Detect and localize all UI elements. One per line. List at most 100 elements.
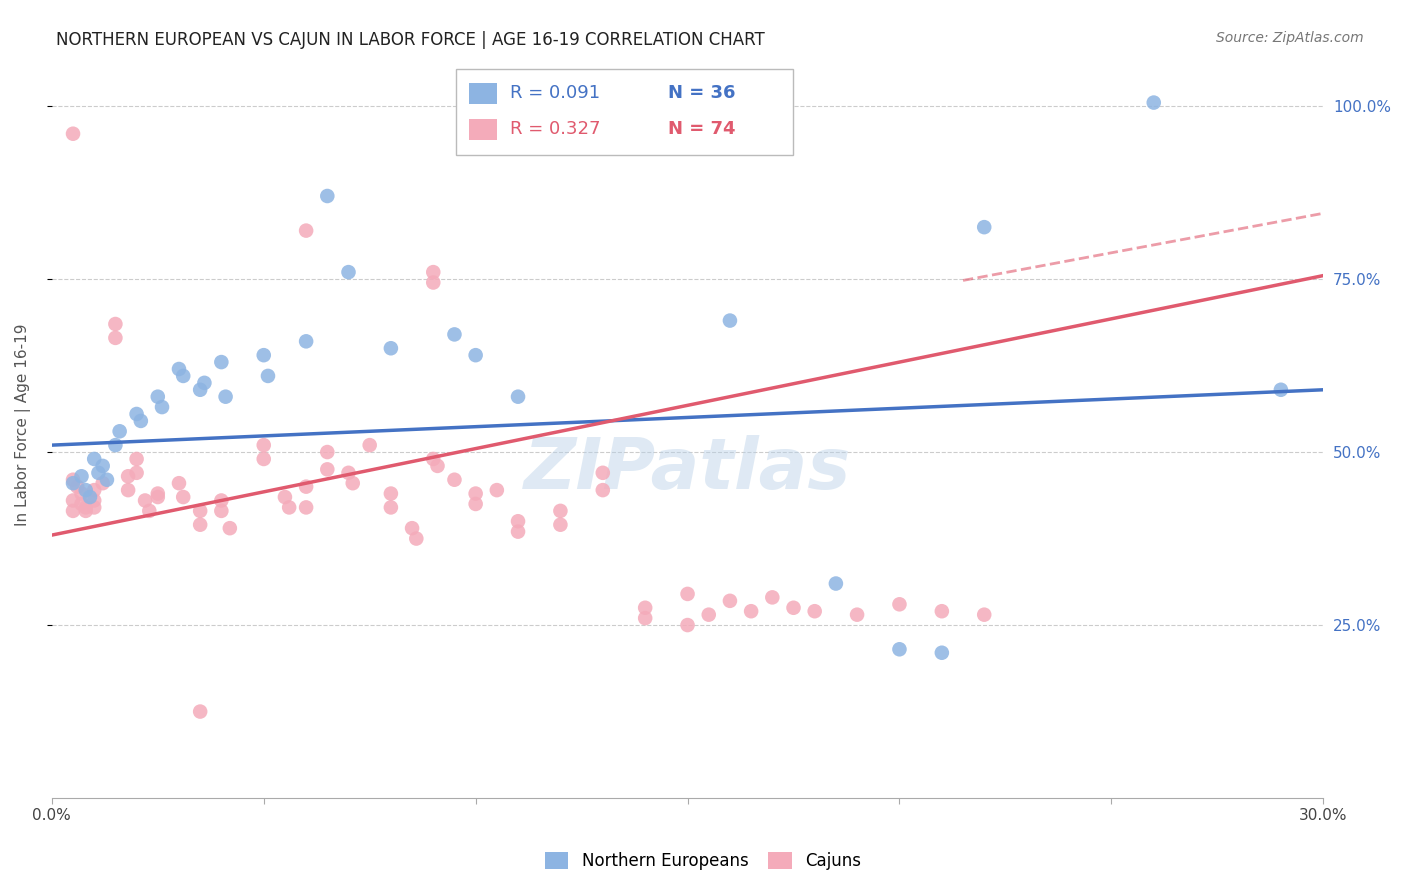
Point [108, 425, 131, 439]
Point [359, 438, 381, 452]
Point [295, 334, 318, 349]
Point [257, 368, 280, 383]
Point [464, 486, 486, 500]
Point [506, 390, 529, 404]
Point [485, 483, 508, 497]
Point [104, 331, 127, 345]
Point [253, 348, 276, 362]
Point [62, 493, 84, 508]
Point [295, 500, 318, 515]
Point [146, 390, 169, 404]
Point [96, 473, 118, 487]
Text: Source: ZipAtlas.com: Source: ZipAtlas.com [1216, 31, 1364, 45]
Point [550, 504, 572, 518]
Point [426, 458, 449, 473]
Point [506, 524, 529, 539]
Point [592, 466, 614, 480]
Point [274, 490, 297, 504]
Point [125, 466, 148, 480]
Text: ZIPatlas: ZIPatlas [524, 434, 851, 504]
Point [167, 476, 190, 491]
Point [209, 493, 232, 508]
Point [443, 327, 465, 342]
Point [697, 607, 720, 622]
Point [134, 493, 156, 508]
Point [75, 500, 97, 515]
Point [889, 597, 911, 611]
Point [146, 486, 169, 500]
FancyBboxPatch shape [468, 83, 496, 103]
Point [75, 483, 97, 497]
Point [70, 497, 93, 511]
Point [380, 341, 402, 355]
Point [188, 517, 211, 532]
Point [337, 265, 360, 279]
Point [931, 604, 953, 618]
Point [218, 521, 240, 535]
Text: R = 0.327: R = 0.327 [509, 120, 600, 138]
Point [676, 618, 699, 632]
Point [550, 517, 572, 532]
Point [718, 594, 741, 608]
Point [83, 452, 105, 467]
Point [401, 521, 423, 535]
Point [405, 532, 427, 546]
Point [138, 504, 160, 518]
Point [83, 500, 105, 515]
Point [83, 493, 105, 508]
Point [83, 483, 105, 497]
Point [342, 476, 364, 491]
Point [62, 127, 84, 141]
Point [761, 127, 783, 141]
Point [740, 604, 762, 618]
Legend: Northern Europeans, Cajuns: Northern Europeans, Cajuns [538, 845, 868, 877]
Point [295, 480, 318, 494]
Point [295, 224, 318, 238]
Point [117, 483, 139, 497]
Point [193, 376, 215, 390]
Point [464, 497, 486, 511]
Point [87, 466, 110, 480]
Text: NORTHERN EUROPEAN VS CAJUN IN LABOR FORCE | AGE 16-19 CORRELATION CHART: NORTHERN EUROPEAN VS CAJUN IN LABOR FORC… [56, 31, 765, 49]
Point [104, 438, 127, 452]
Point [150, 400, 173, 414]
Point [718, 313, 741, 327]
Point [592, 483, 614, 497]
Point [278, 500, 301, 515]
Text: N = 74: N = 74 [668, 120, 735, 138]
Point [316, 462, 339, 476]
Point [188, 705, 211, 719]
Point [253, 452, 276, 467]
Point [506, 514, 529, 528]
Text: N = 36: N = 36 [668, 84, 735, 103]
Point [1270, 383, 1292, 397]
Point [443, 473, 465, 487]
Point [316, 445, 339, 459]
Point [172, 490, 194, 504]
Point [62, 504, 84, 518]
Point [782, 600, 804, 615]
Point [62, 473, 84, 487]
Point [634, 600, 657, 615]
FancyBboxPatch shape [468, 119, 496, 140]
Point [422, 452, 444, 467]
Point [70, 469, 93, 483]
Point [129, 414, 152, 428]
Point [380, 486, 402, 500]
Point [931, 646, 953, 660]
Point [167, 362, 190, 376]
Point [337, 466, 360, 480]
Point [91, 458, 114, 473]
Point [146, 490, 169, 504]
Point [676, 587, 699, 601]
Point [825, 576, 848, 591]
Point [464, 348, 486, 362]
Point [889, 642, 911, 657]
Point [803, 604, 825, 618]
Point [634, 611, 657, 625]
Point [209, 504, 232, 518]
Point [253, 438, 276, 452]
FancyBboxPatch shape [456, 70, 793, 155]
Point [125, 407, 148, 421]
Point [125, 452, 148, 467]
